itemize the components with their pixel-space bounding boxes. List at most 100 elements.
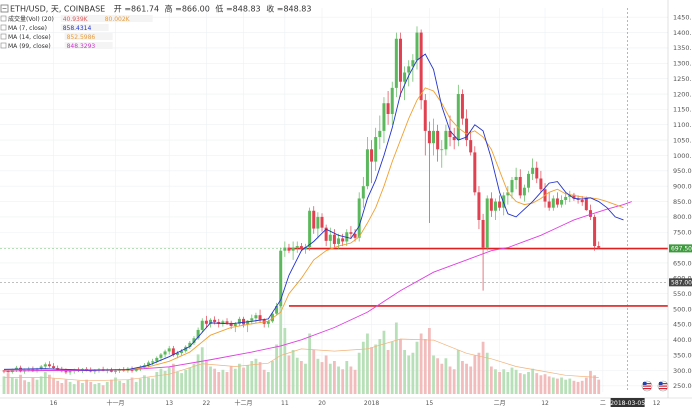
volume-bar <box>85 379 88 394</box>
volume-bar <box>39 376 43 394</box>
indicator-settings-icon[interactable] <box>0 15 7 22</box>
x-tick-label: 12 <box>541 400 549 407</box>
volume-bar <box>266 372 270 394</box>
candle-body <box>221 321 225 324</box>
volume-bar <box>411 352 415 394</box>
candle-body <box>547 201 551 208</box>
x-tick-label: 15 <box>426 400 434 407</box>
volume-bar <box>444 358 448 394</box>
candle-body <box>196 329 200 339</box>
volume-bar <box>89 381 93 394</box>
candle-body <box>225 321 229 323</box>
volume-bar <box>452 369 456 394</box>
y-tick-label: 650.00 <box>673 259 692 267</box>
indicator-control-box[interactable] <box>64 33 113 40</box>
candle-body <box>295 246 299 248</box>
volume-bar <box>204 361 208 394</box>
volume-bar <box>275 344 278 394</box>
candle-body <box>411 60 415 67</box>
candle-body <box>560 200 564 205</box>
y-tick-label: 800.00 <box>673 213 692 221</box>
candle-body <box>419 32 423 101</box>
volume-bar <box>564 379 568 394</box>
candle-body <box>320 216 324 228</box>
candle-body <box>415 32 419 61</box>
ma7-line <box>3 53 624 371</box>
volume-bar <box>489 366 493 394</box>
volume-bar <box>394 322 398 394</box>
x-tick-label: 11 <box>281 400 289 407</box>
x-tick-label: 十一月 <box>107 399 125 407</box>
volume-bar <box>105 381 109 394</box>
candle-body <box>163 351 167 355</box>
y-tick-label: 950.00 <box>673 167 692 175</box>
indicator-control-box[interactable] <box>60 15 153 22</box>
volume-bar <box>390 341 394 394</box>
candle-body <box>448 130 452 138</box>
volume-bar <box>109 379 113 394</box>
volume-bar <box>283 328 287 394</box>
indicator-settings-icon[interactable] <box>0 42 7 49</box>
y-tick-label: 400.00 <box>673 336 692 344</box>
time-axis[interactable] <box>0 398 692 407</box>
candle-body <box>572 194 576 199</box>
volume-bar <box>353 369 357 394</box>
price-tag-label: 697.50 <box>671 246 692 253</box>
volume-bar <box>580 380 584 394</box>
indicator-label: 成交量(Vol) (20) <box>8 15 54 23</box>
candle-body <box>171 348 175 355</box>
volume-bar <box>481 341 485 394</box>
candle-body <box>489 198 493 211</box>
volume-bar <box>155 372 159 394</box>
candlestick-series <box>2 26 601 375</box>
candle-body <box>510 180 514 193</box>
candle-body <box>398 38 402 82</box>
price-axis[interactable] <box>668 0 692 407</box>
indicator-settings-icon[interactable] <box>0 33 7 40</box>
indicator-label: MA (99, close) <box>8 43 51 50</box>
indicator-control-box[interactable] <box>64 42 113 49</box>
candle-body <box>502 195 506 208</box>
volume-bar <box>328 363 332 394</box>
volume-bar <box>233 368 237 394</box>
candle-body <box>564 196 568 200</box>
candle-body <box>337 238 341 244</box>
volume-bar <box>448 366 452 394</box>
volume-bar <box>427 328 431 394</box>
volume-bar <box>522 374 526 394</box>
y-tick-label: 450.00 <box>673 321 692 329</box>
menu-square-icon[interactable] <box>0 4 9 13</box>
volume-bar <box>225 372 229 394</box>
ma99-line <box>3 201 632 372</box>
indicator-control-box[interactable] <box>60 24 109 31</box>
volume-bar <box>324 355 328 394</box>
candle-body <box>213 319 217 322</box>
volume-bar <box>502 369 506 394</box>
candle-body <box>370 149 374 162</box>
candle-body <box>270 313 274 322</box>
candle-body <box>444 130 448 150</box>
price-tag <box>669 278 692 287</box>
svg-text:ETH/USD, 天, COINBASE 开: ETH/USD, 天, COINBASE 开 =861.74 高 =866.00… <box>10 4 311 14</box>
candle-body <box>341 238 345 242</box>
volume-bar <box>560 377 563 394</box>
candle-body <box>175 352 179 355</box>
low-value: =848.83 <box>226 5 261 14</box>
candle-body <box>535 167 539 179</box>
indicator-settings-icon[interactable] <box>0 24 7 31</box>
volume-bar <box>518 373 522 394</box>
volume-bar <box>229 366 233 394</box>
candle-body <box>498 201 502 208</box>
volume-bar <box>506 372 510 394</box>
volume-bar <box>568 378 572 394</box>
candle-body <box>365 149 369 187</box>
candle-body <box>233 323 237 326</box>
volume-bar <box>93 384 97 394</box>
us-flag-icon <box>641 380 653 392</box>
x-tick-label: 16 <box>50 400 58 407</box>
volume-bar <box>423 339 427 394</box>
volume-bar <box>188 367 192 394</box>
volume-bar <box>378 339 382 394</box>
volume-bar <box>2 376 6 394</box>
